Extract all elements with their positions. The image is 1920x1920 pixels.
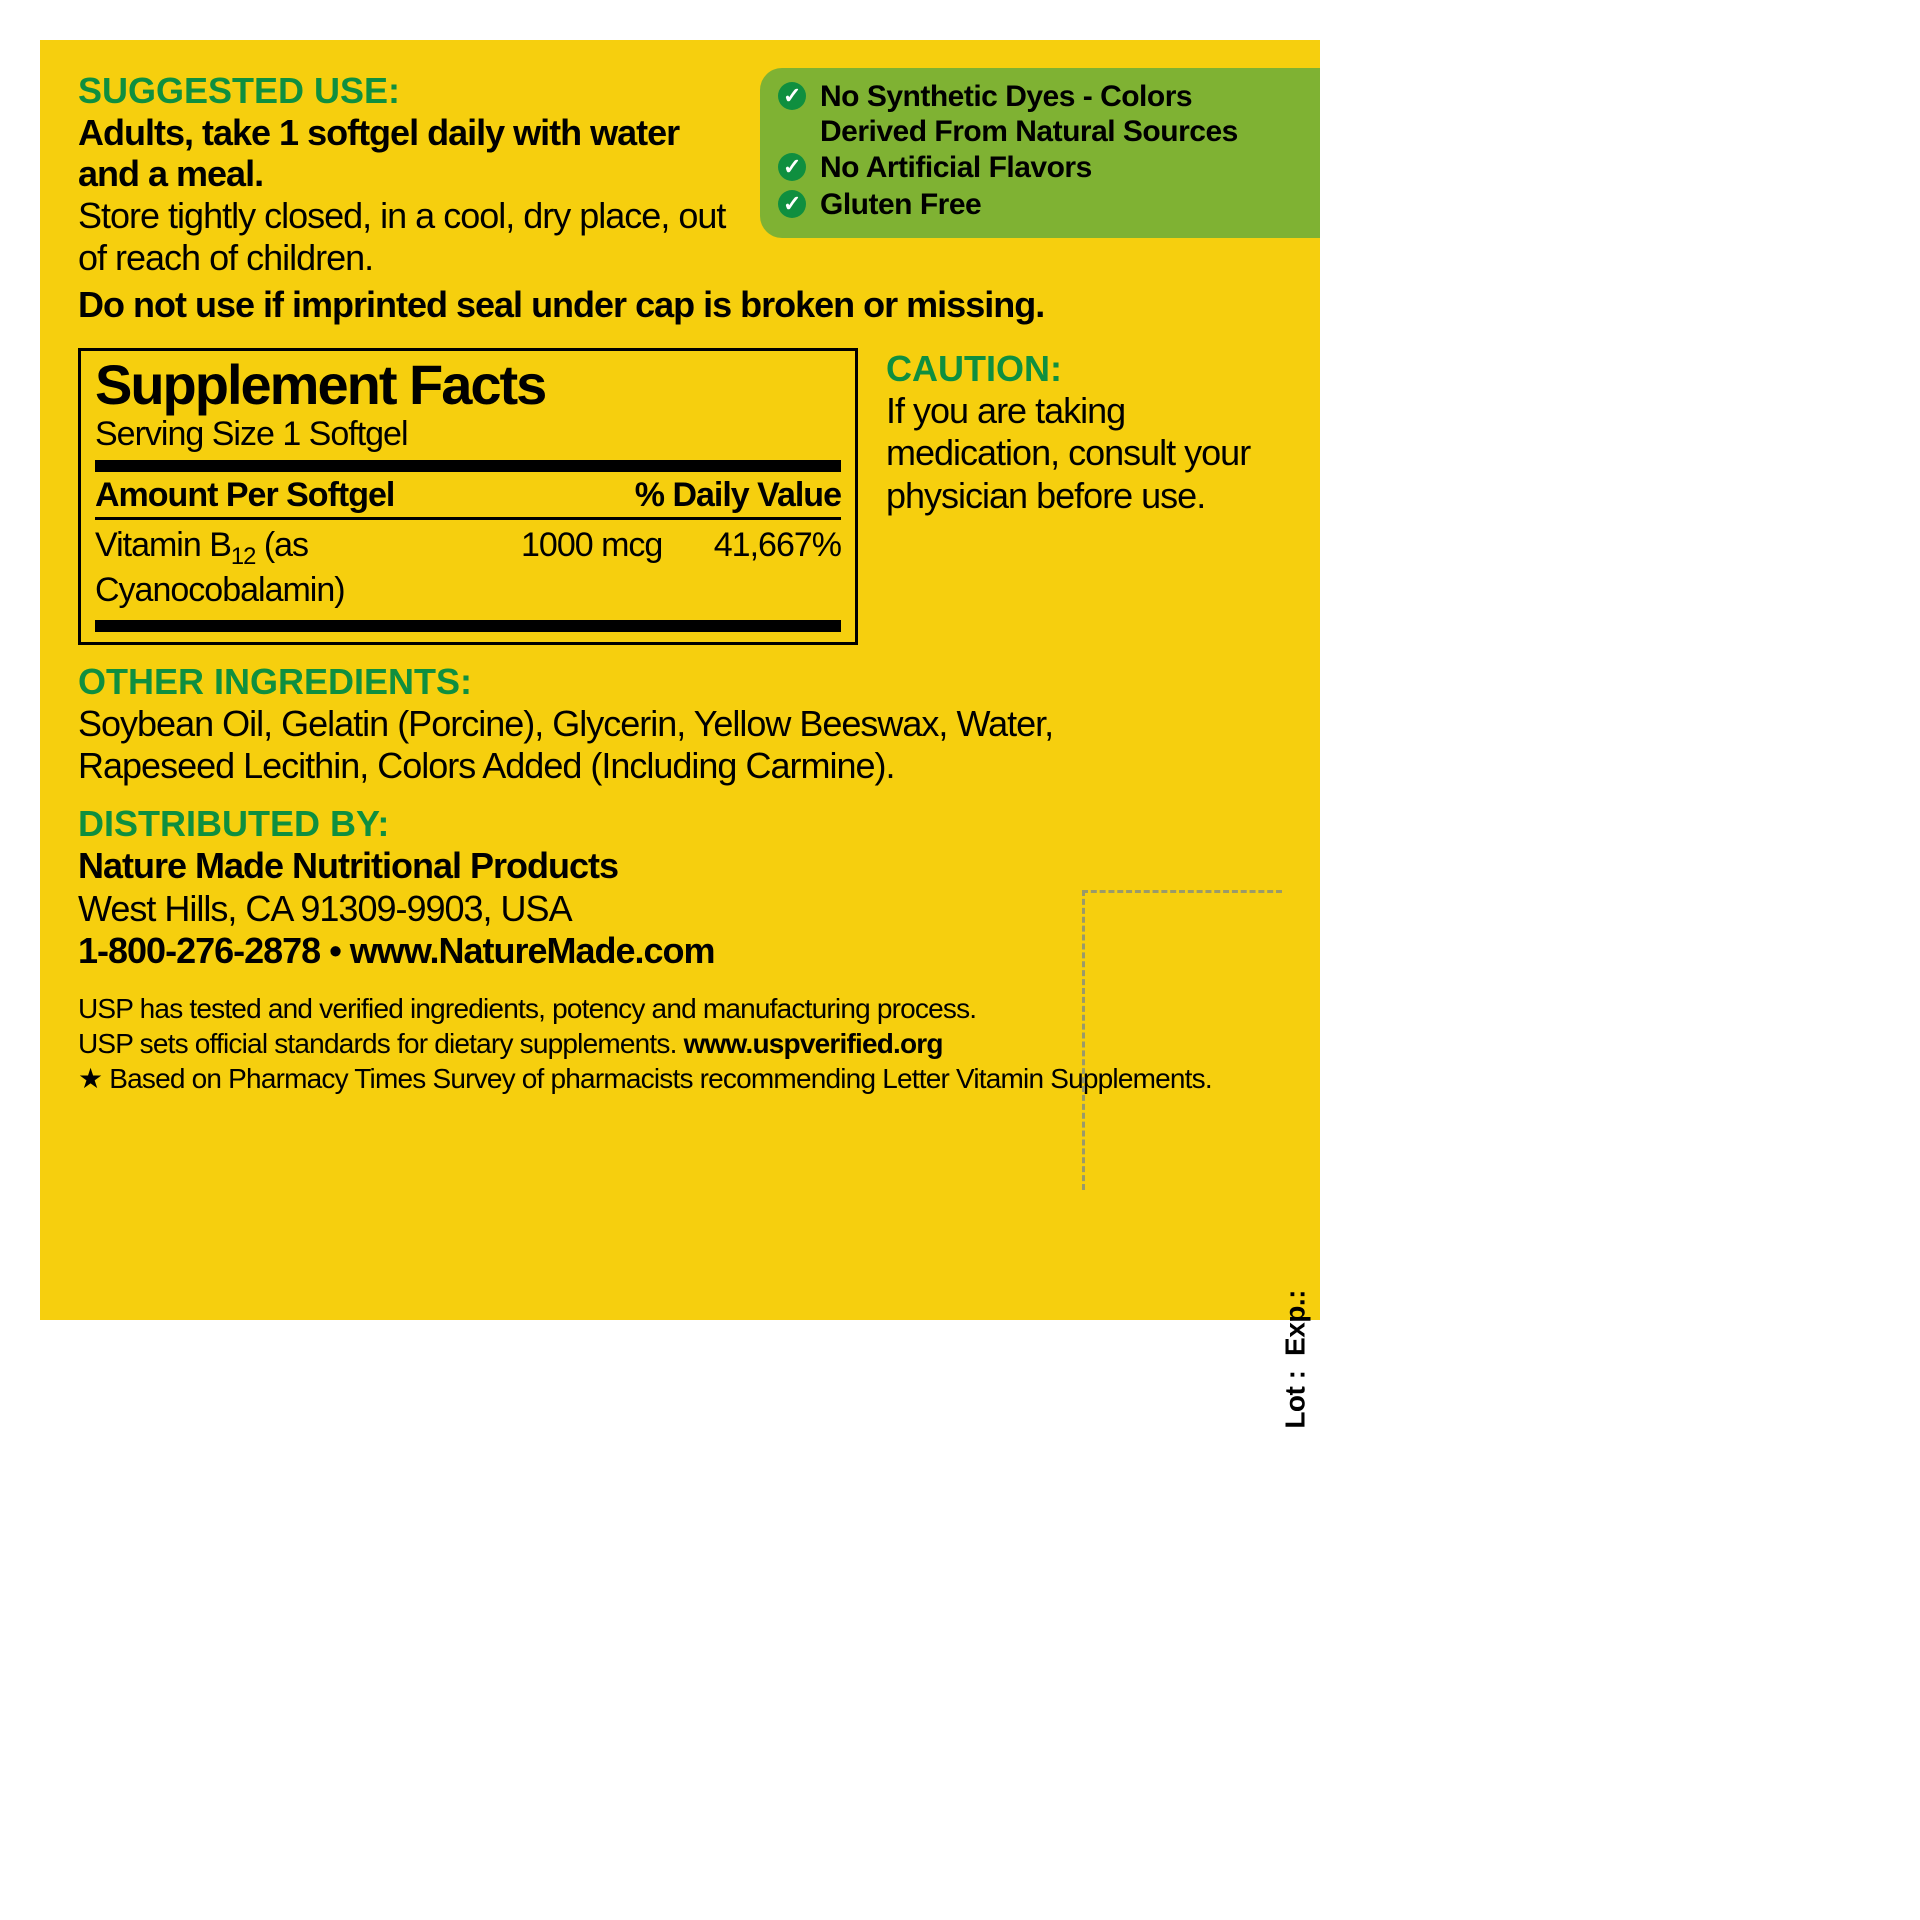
- top-row: SUGGESTED USE: Adults, take 1 softgel da…: [78, 70, 1282, 280]
- rule: [95, 620, 841, 632]
- supplement-label: SUGGESTED USE: Adults, take 1 softgel da…: [40, 40, 1320, 1320]
- supplement-facts-panel: Supplement Facts Serving Size 1 Softgel …: [78, 348, 858, 645]
- suggested-use-block: SUGGESTED USE: Adults, take 1 softgel da…: [78, 70, 740, 280]
- caution-heading: CAUTION:: [886, 348, 1282, 390]
- suggested-use-dose: Adults, take 1 softgel daily with water …: [78, 112, 740, 195]
- caution-text: If you are taking medication, consult yo…: [886, 390, 1282, 517]
- ingredients-text: Soybean Oil, Gelatin (Porcine), Glycerin…: [78, 703, 1078, 788]
- seal-warning: Do not use if imprinted seal under cap i…: [78, 284, 1282, 326]
- mid-row: Supplement Facts Serving Size 1 Softgel …: [78, 348, 1282, 645]
- facts-data-row: Vitamin B12 (as Cyanocobalamin) 1000 mcg…: [95, 520, 841, 614]
- claims-badge: ✓ No Synthetic Dyes - Colors Derived Fro…: [760, 68, 1320, 238]
- claim-row: ✓ No Synthetic Dyes - Colors Derived Fro…: [778, 80, 1306, 149]
- check-icon: ✓: [778, 82, 806, 110]
- caution-block: CAUTION: If you are taking medication, c…: [886, 348, 1282, 517]
- ingredients-section: OTHER INGREDIENTS: Soybean Oil, Gelatin …: [78, 661, 1282, 788]
- claim-row: ✓ No Artificial Flavors: [778, 151, 1306, 186]
- lot-box: [1082, 890, 1282, 1190]
- distributor-name: Nature Made Nutritional Products: [78, 845, 1282, 887]
- suggested-use-heading: SUGGESTED USE:: [78, 70, 740, 112]
- ingredients-heading: OTHER INGREDIENTS:: [78, 661, 1282, 703]
- serving-size: Serving Size 1 Softgel: [95, 415, 841, 454]
- amount-per-label: Amount Per Softgel: [95, 476, 394, 515]
- claim-row: ✓ Gluten Free: [778, 188, 1306, 223]
- facts-title: Supplement Facts: [95, 357, 841, 413]
- daily-value-label: % Daily Value: [635, 476, 841, 515]
- rule: [95, 460, 841, 472]
- nutrient-amount: 1000 mcg: [521, 526, 691, 610]
- claim-text: No Artificial Flavors: [820, 151, 1092, 186]
- nutrient-dv: 41,667%: [691, 526, 841, 610]
- check-icon: ✓: [778, 190, 806, 218]
- distributed-heading: DISTRIBUTED BY:: [78, 803, 1282, 845]
- claim-text: Gluten Free: [820, 188, 981, 223]
- facts-header-row: Amount Per Softgel % Daily Value: [95, 472, 841, 517]
- suggested-use-storage: Store tightly closed, in a cool, dry pla…: [78, 195, 740, 280]
- check-icon: ✓: [778, 153, 806, 181]
- claim-text: No Synthetic Dyes - Colors Derived From …: [820, 80, 1306, 149]
- lot-exp-label: Lot : Exp.:: [1280, 1290, 1312, 1429]
- nutrient-name: Vitamin B12 (as Cyanocobalamin): [95, 526, 521, 610]
